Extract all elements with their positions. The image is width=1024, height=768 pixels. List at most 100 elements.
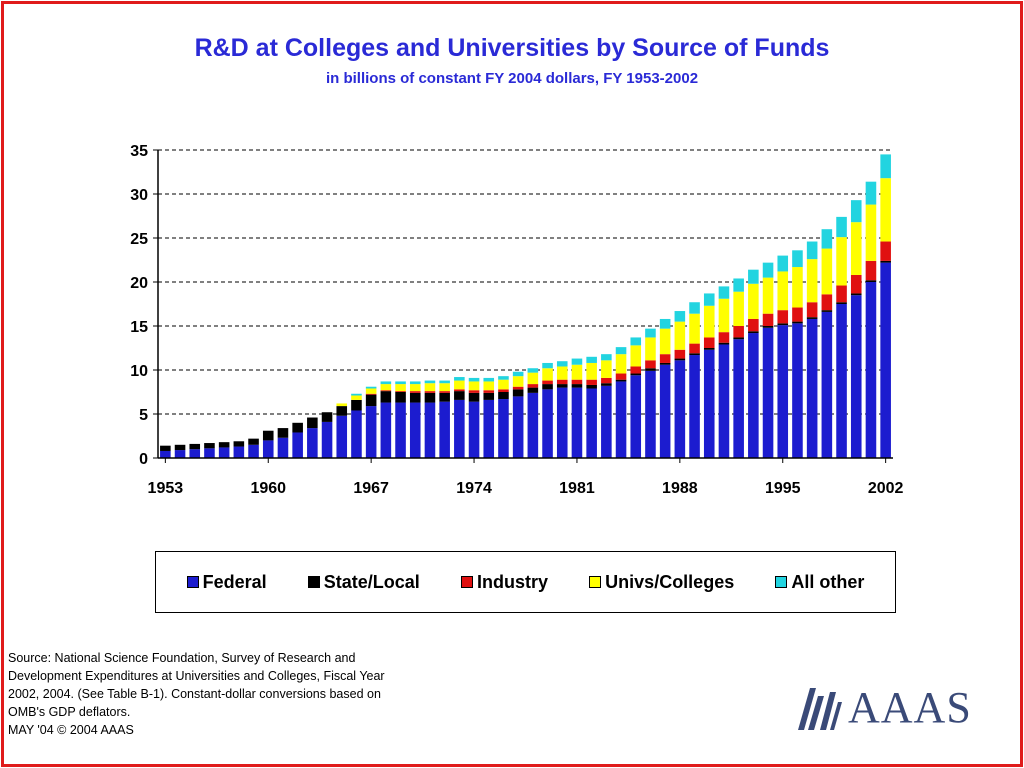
bar-segment — [733, 337, 744, 340]
legend-label: Federal — [202, 571, 267, 592]
bar-segment — [439, 401, 450, 458]
bar-segment — [409, 402, 421, 458]
bar-segment — [454, 380, 465, 390]
bar-segment — [468, 377, 480, 382]
bar-segment — [454, 377, 465, 381]
bar-segment — [645, 368, 656, 371]
bar-segment — [865, 260, 877, 281]
bar-segment — [380, 391, 392, 403]
bar-segment — [395, 384, 406, 392]
bar-segment — [674, 321, 686, 350]
bar-segment — [542, 389, 553, 458]
bar-segment — [630, 373, 642, 376]
bar-segment — [777, 310, 789, 324]
bar-segment — [498, 376, 509, 380]
source-line: 2002, 2004. (See Table B-1). Constant-do… — [8, 687, 381, 701]
bar-segment — [718, 344, 730, 458]
bar-segment — [748, 283, 759, 319]
bar-segment — [204, 443, 215, 449]
bar-segment — [556, 361, 568, 367]
legend-item: Federal — [186, 571, 267, 593]
source-line: OMB's GDP deflators. — [8, 705, 131, 719]
bar-segment — [821, 310, 833, 312]
bar-segment — [659, 354, 671, 363]
bar-segment — [409, 391, 421, 393]
bar-segment — [792, 307, 803, 322]
legend-swatch — [460, 576, 473, 588]
bar-segment — [850, 293, 862, 296]
bar-segment — [821, 311, 833, 458]
bar-segment — [248, 438, 259, 445]
bar-segment — [395, 391, 406, 392]
bar-segment — [718, 342, 730, 345]
bar-segment — [571, 379, 583, 385]
bar-segment — [777, 323, 789, 326]
bar-segment — [307, 417, 318, 429]
legend-label: State/Local — [323, 571, 420, 592]
bar-segment — [439, 392, 450, 402]
bar-segment — [718, 298, 730, 333]
bar-segment — [556, 366, 568, 380]
legend-label: All other — [791, 571, 865, 592]
y-tick-label: 5 — [139, 407, 148, 424]
bar-segment — [233, 446, 245, 458]
bar-segment — [365, 394, 377, 407]
bar-segment — [218, 447, 230, 458]
bar-segment — [454, 389, 465, 392]
bar-segment — [556, 384, 568, 388]
bar-segment — [850, 295, 862, 458]
bar-segment — [821, 229, 833, 249]
bar-segment — [527, 372, 539, 385]
bar-segment — [439, 383, 450, 392]
bar-segment — [703, 348, 715, 350]
bar-segment — [527, 392, 539, 458]
bar-segment — [424, 391, 436, 393]
stacked-bar-chart: 0 5 10 15 20 25 30 35 1953 1960 1967 1974 1981 1988 19… — [130, 143, 903, 497]
y-tick-label: 25 — [130, 231, 148, 248]
bar-segment — [556, 387, 568, 458]
bar-segment — [424, 392, 436, 403]
bar-segment — [689, 355, 700, 458]
bar-segment — [806, 317, 818, 319]
bar-segment — [659, 318, 671, 329]
y-tick-label: 35 — [130, 143, 148, 160]
bar-segment — [762, 262, 774, 278]
bar-segment — [160, 445, 171, 451]
bar-segment — [850, 274, 862, 294]
bar-segment — [792, 321, 803, 324]
bar-segment — [880, 262, 891, 458]
bar-segment — [659, 328, 671, 355]
bar-segment — [424, 380, 436, 384]
bar-segment — [630, 366, 642, 374]
bar-segment — [542, 362, 553, 369]
bar-segment — [645, 328, 656, 338]
bar-segment — [865, 204, 877, 261]
x-tick-label: 1988 — [662, 480, 698, 497]
bar-segment — [571, 358, 583, 365]
bar-segment — [365, 386, 377, 389]
bar-segment — [689, 353, 700, 356]
bar-segment — [454, 399, 465, 458]
bar-segment — [380, 402, 392, 458]
bar-segment — [615, 379, 627, 382]
bar-segment — [703, 337, 715, 348]
y-tick-label: 15 — [130, 319, 148, 336]
x-tick-label: 1967 — [353, 480, 389, 497]
bar-segment — [468, 381, 480, 391]
bar-segment — [262, 430, 274, 441]
bar-segment — [645, 337, 656, 361]
bar-segment — [174, 450, 186, 458]
bar-segment — [498, 389, 509, 392]
bar-segment — [189, 443, 201, 450]
bar-segment — [409, 392, 421, 403]
bar-segment — [365, 393, 377, 395]
legend-label: Univs/Colleges — [605, 571, 735, 592]
bar-segment — [836, 285, 847, 303]
bar-segment — [762, 327, 774, 458]
bar-segment — [483, 377, 495, 382]
x-tick-label: 1953 — [148, 480, 184, 497]
bar-segment — [659, 364, 671, 458]
bar-segment — [659, 362, 671, 365]
bar-segment — [777, 271, 789, 311]
bar-segment — [718, 286, 730, 299]
